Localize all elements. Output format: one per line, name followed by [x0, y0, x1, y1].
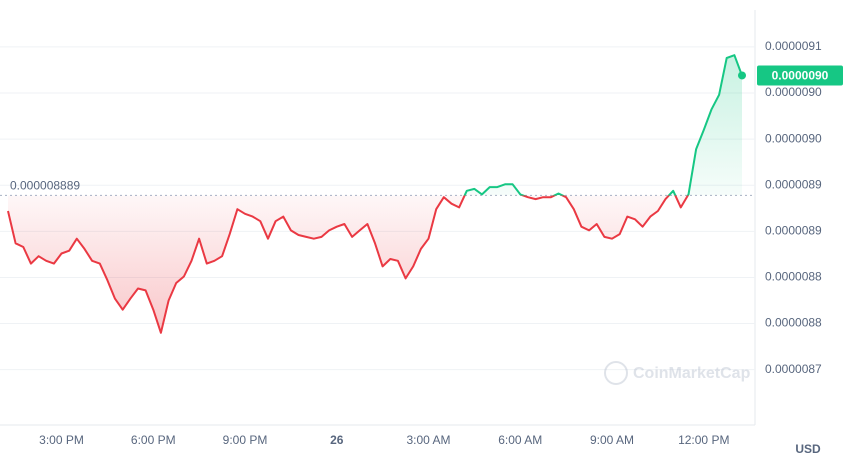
y-tick-label: 0.0000091: [765, 39, 822, 53]
price-tag-bg: [757, 65, 843, 86]
x-tick-label: 26: [330, 433, 344, 447]
watermark-logo: [604, 361, 628, 385]
x-tick-label: 6:00 AM: [498, 433, 542, 447]
price-line: [7, 54, 743, 334]
x-tick-label: 3:00 PM: [39, 433, 84, 447]
x-tick-label: 12:00 PM: [678, 433, 729, 447]
y-tick-label: 0.0000088: [765, 316, 822, 330]
y-tick-label: 0.0000089: [765, 224, 822, 238]
currency-label: USD: [795, 442, 821, 456]
x-tick-label: 3:00 AM: [407, 433, 451, 447]
y-tick-label: 0.0000090: [765, 85, 822, 99]
last-price-dot: [738, 71, 746, 80]
baseline-label: 0.000008889: [10, 179, 80, 193]
y-tick-label: 0.0000088: [765, 270, 822, 284]
y-tick-label: 0.0000089: [765, 177, 822, 191]
watermark-text: CoinMarketCap: [633, 365, 751, 382]
price-area: [8, 55, 742, 333]
x-tick-label: 9:00 AM: [590, 433, 634, 447]
watermark: CoinMarketCap: [604, 361, 751, 385]
y-tick-label: 0.0000090: [765, 131, 822, 145]
x-tick-label: 6:00 PM: [131, 433, 176, 447]
x-tick-label: 9:00 PM: [223, 433, 268, 447]
y-tick-label: 0.0000087: [765, 362, 822, 376]
price-tag: 0.0000090: [772, 69, 829, 83]
